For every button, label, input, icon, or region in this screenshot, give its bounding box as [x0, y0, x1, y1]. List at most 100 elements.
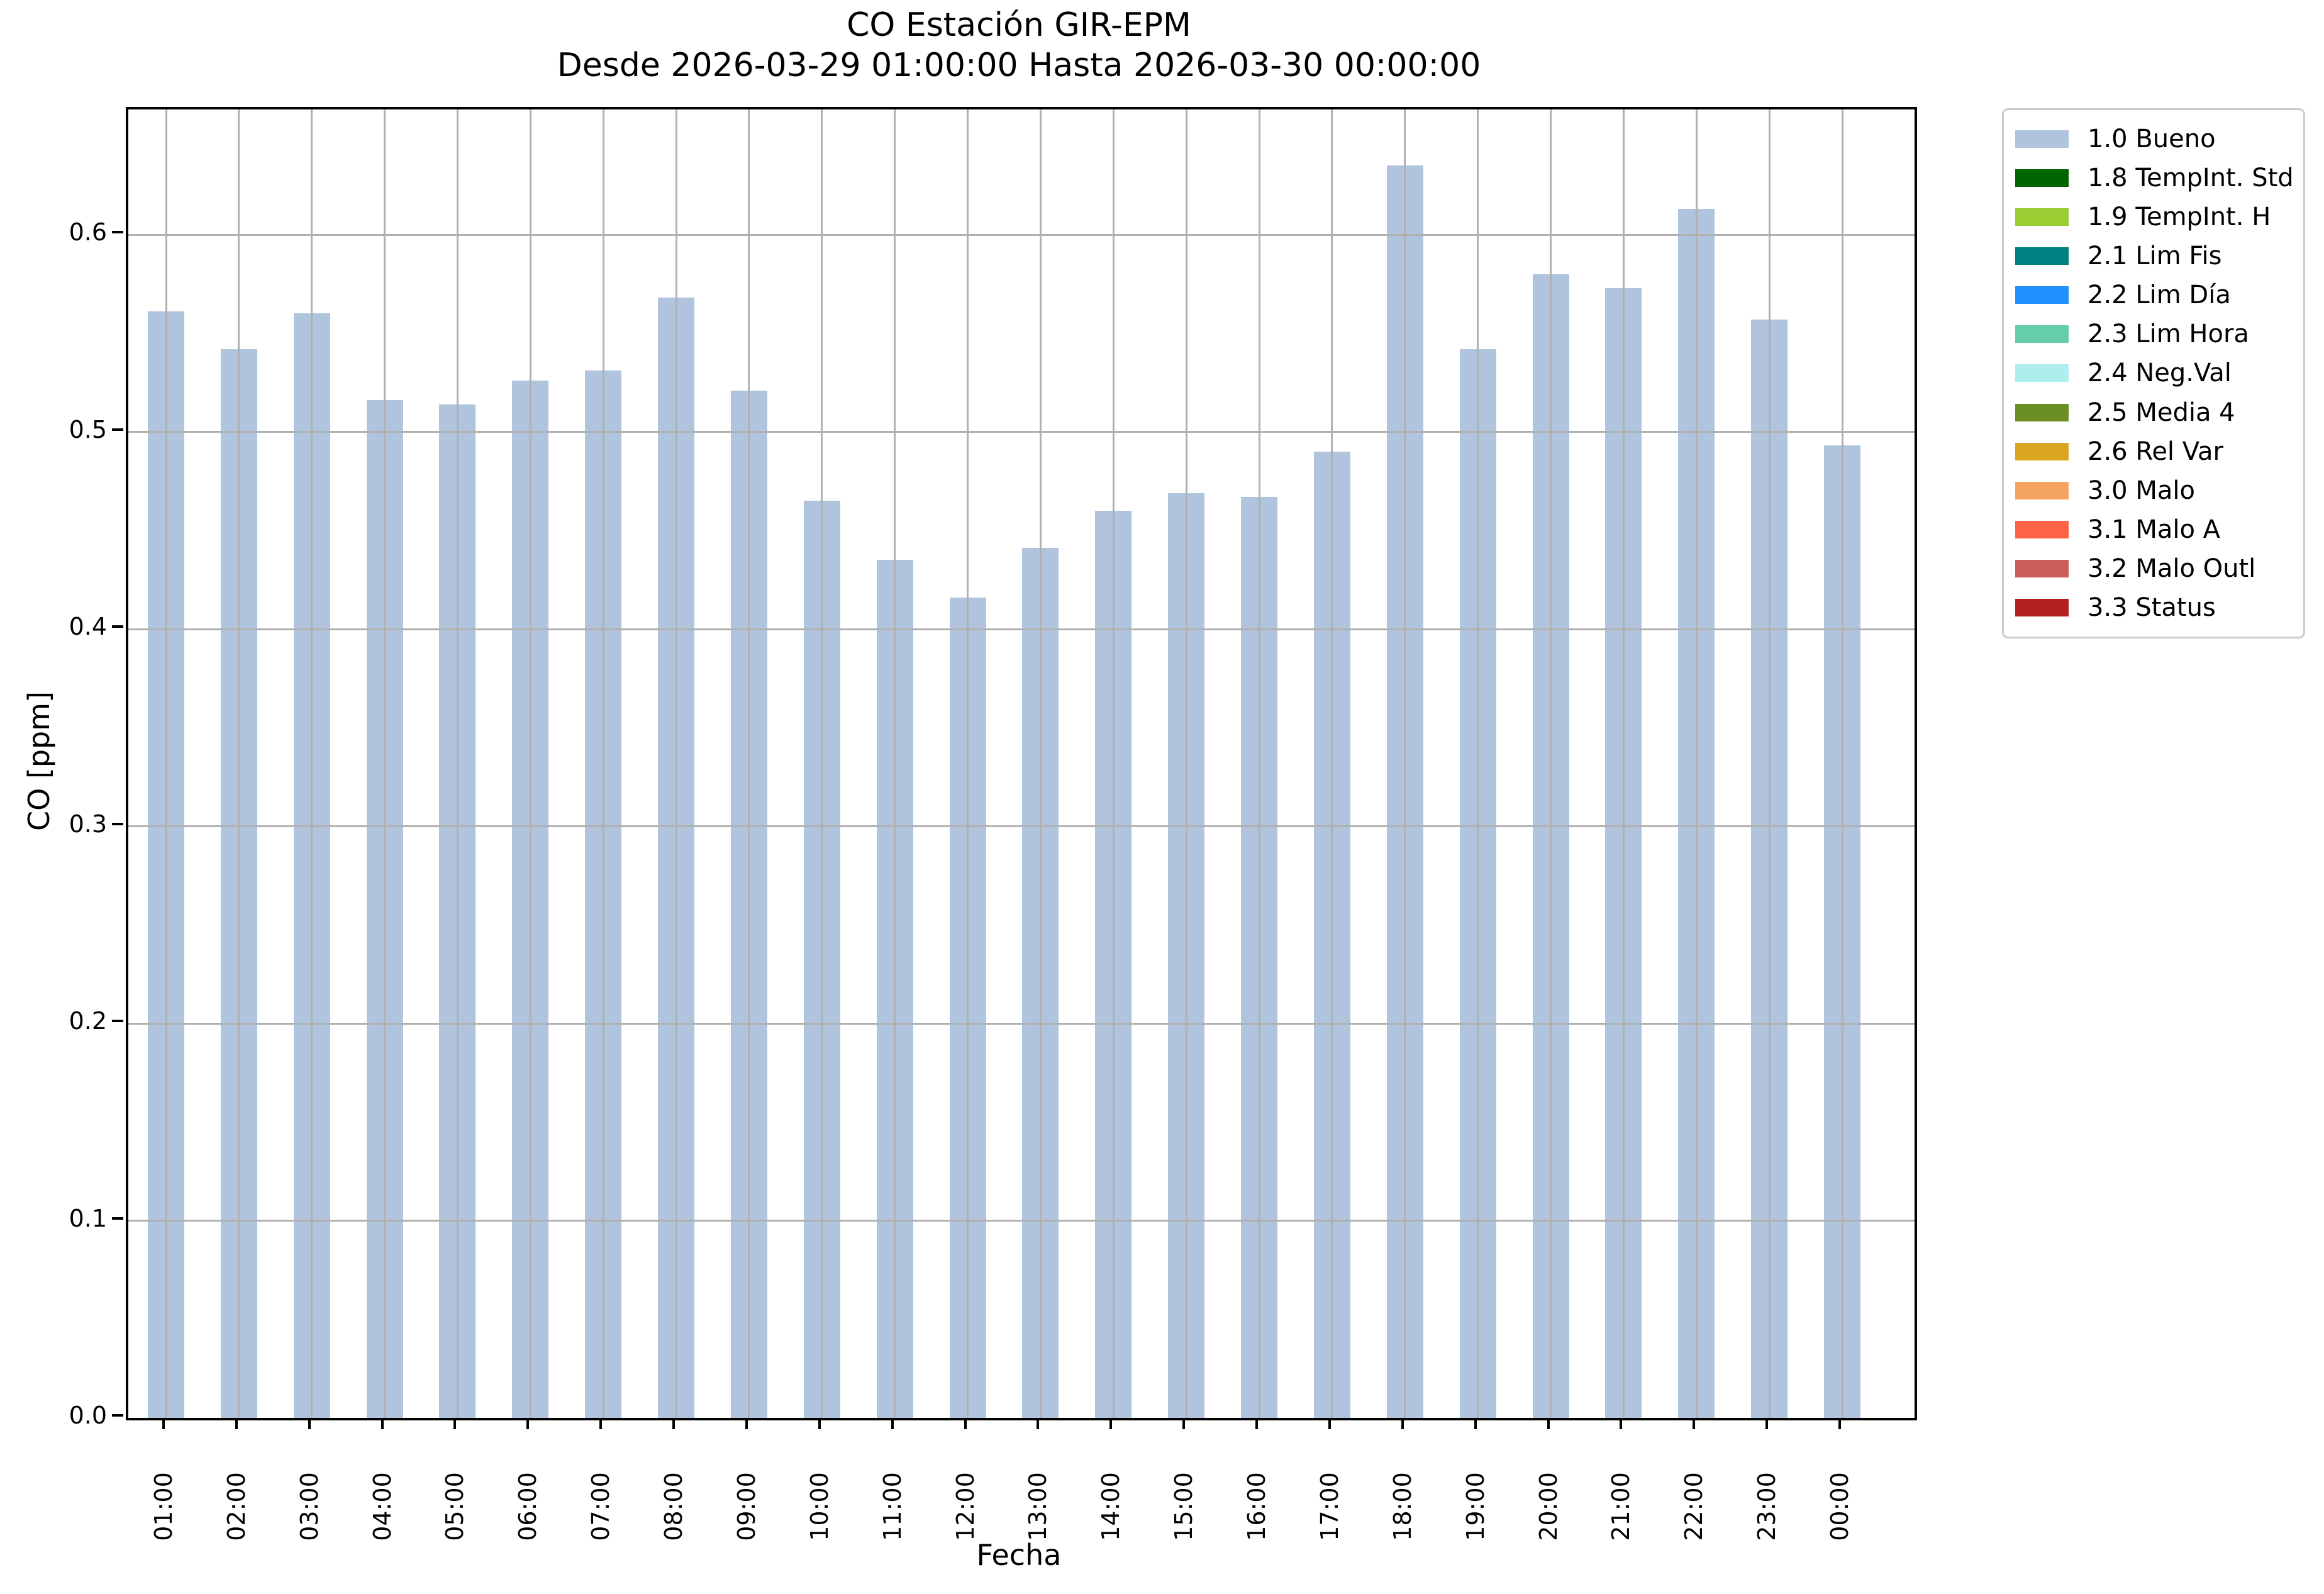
x-tick-label: 23:00: [1753, 1472, 1781, 1541]
legend-label: 3.3 Status: [2088, 593, 2216, 622]
v-gridline: [1695, 109, 1698, 1418]
v-gridline: [1768, 109, 1771, 1418]
legend-item: 1.9 TempInt. H: [2015, 198, 2292, 236]
x-tick: [1765, 1418, 1769, 1429]
x-tick-label: 17:00: [1315, 1472, 1343, 1541]
chart-title: CO Estación GIR-EPM: [847, 6, 1191, 44]
legend-item: 2.3 Lim Hora: [2015, 315, 2292, 353]
v-gridline: [821, 109, 823, 1418]
x-tick: [1547, 1418, 1550, 1429]
x-tick-label: 09:00: [732, 1472, 760, 1541]
v-gridline: [602, 109, 604, 1418]
legend-item: 1.8 TempInt. Std: [2015, 159, 2294, 197]
x-tick: [818, 1418, 821, 1429]
y-tick: [112, 822, 123, 825]
x-tick: [1693, 1418, 1696, 1429]
v-gridline: [894, 109, 896, 1418]
v-gridline: [1112, 109, 1115, 1418]
x-tick-label: 14:00: [1097, 1472, 1125, 1541]
y-tick: [112, 1020, 123, 1022]
v-gridline: [1185, 109, 1187, 1418]
x-tick-label: 04:00: [368, 1472, 396, 1541]
title-block: CO Estación GIR-EPM Desde 2026-03-29 01:…: [126, 5, 1912, 86]
legend-label: 2.2 Lim Día: [2088, 281, 2231, 310]
legend-label: 3.0 Malo: [2088, 476, 2195, 505]
x-tick: [1474, 1418, 1477, 1429]
legend-swatch: [2015, 598, 2069, 616]
x-tick-label: 11:00: [878, 1472, 906, 1541]
v-gridline: [165, 109, 167, 1418]
legend-swatch: [2015, 442, 2069, 460]
x-tick-label: 03:00: [295, 1472, 323, 1541]
y-tick-label: 0.1: [69, 1204, 107, 1232]
legend-item: 2.1 Lim Fis: [2015, 237, 2292, 275]
x-tick: [1182, 1418, 1186, 1429]
x-tick: [308, 1418, 311, 1429]
plot-area: [126, 107, 1917, 1420]
x-tick: [1620, 1418, 1623, 1429]
legend-swatch: [2015, 247, 2069, 265]
legend-swatch: [2015, 481, 2069, 499]
x-tick-label: 01:00: [150, 1472, 177, 1541]
legend-swatch: [2015, 325, 2069, 343]
x-tick-label: 06:00: [514, 1472, 542, 1541]
x-tick-label: 15:00: [1170, 1472, 1198, 1541]
legend-label: 2.3 Lim Hora: [2088, 320, 2249, 349]
legend-swatch: [2015, 169, 2069, 187]
x-tick-label: 07:00: [587, 1472, 615, 1541]
x-tick-label: 08:00: [660, 1472, 688, 1541]
y-tick: [112, 231, 123, 233]
h-gridline: [128, 628, 1915, 630]
x-tick: [1838, 1418, 1841, 1429]
v-gridline: [1550, 109, 1552, 1418]
x-tick-label: 20:00: [1534, 1472, 1562, 1541]
v-gridline: [1404, 109, 1406, 1418]
x-tick: [235, 1418, 238, 1429]
y-tick-label: 0.5: [69, 415, 107, 443]
legend-item: 1.0 Bueno: [2015, 120, 2292, 158]
y-tick-label: 0.0: [69, 1402, 107, 1429]
x-axis-label: Fecha: [976, 1538, 1062, 1572]
y-tick-label: 0.2: [69, 1007, 107, 1035]
v-gridline: [967, 109, 969, 1418]
legend-label: 2.6 Rel Var: [2088, 437, 2223, 466]
legend-item: 3.3 Status: [2015, 589, 2292, 627]
x-tick: [162, 1418, 165, 1429]
legend-item: 3.2 Malo Outl: [2015, 550, 2292, 588]
chart-subtitle: Desde 2026-03-29 01:00:00 Hasta 2026-03-…: [557, 47, 1481, 84]
legend-swatch: [2015, 403, 2069, 421]
x-tick: [891, 1418, 894, 1429]
v-gridline: [1841, 109, 1843, 1418]
v-gridline: [529, 109, 531, 1418]
x-tick: [1401, 1418, 1404, 1429]
x-tick: [1328, 1418, 1331, 1429]
legend-swatch: [2015, 520, 2069, 538]
v-gridline: [675, 109, 677, 1418]
v-gridline: [238, 109, 240, 1418]
v-gridline: [1331, 109, 1333, 1418]
h-gridline: [128, 825, 1915, 827]
y-tick-label: 0.3: [69, 810, 107, 838]
legend-swatch: [2015, 286, 2069, 304]
v-gridline: [748, 109, 750, 1418]
h-gridline: [128, 233, 1915, 236]
y-tick: [112, 1414, 123, 1417]
legend: 1.0 Bueno 1.8 TempInt. Std 1.9 TempInt. H 2…: [2002, 108, 2305, 638]
y-axis-label: CO [ppm]: [22, 691, 56, 832]
x-tick: [672, 1418, 676, 1429]
v-gridline: [1039, 109, 1042, 1418]
legend-swatch: [2015, 364, 2069, 382]
x-tick-label: 18:00: [1388, 1472, 1416, 1541]
v-gridline: [384, 109, 386, 1418]
y-tick: [112, 428, 123, 431]
v-gridline: [311, 109, 313, 1418]
x-tick-label: 00:00: [1826, 1472, 1854, 1541]
v-gridline: [1477, 109, 1479, 1418]
legend-label: 1.0 Bueno: [2088, 125, 2216, 153]
x-tick-label: 12:00: [951, 1472, 979, 1541]
legend-swatch: [2015, 130, 2069, 148]
v-gridline: [456, 109, 459, 1418]
x-tick-label: 16:00: [1243, 1472, 1271, 1541]
h-gridline: [128, 431, 1915, 433]
